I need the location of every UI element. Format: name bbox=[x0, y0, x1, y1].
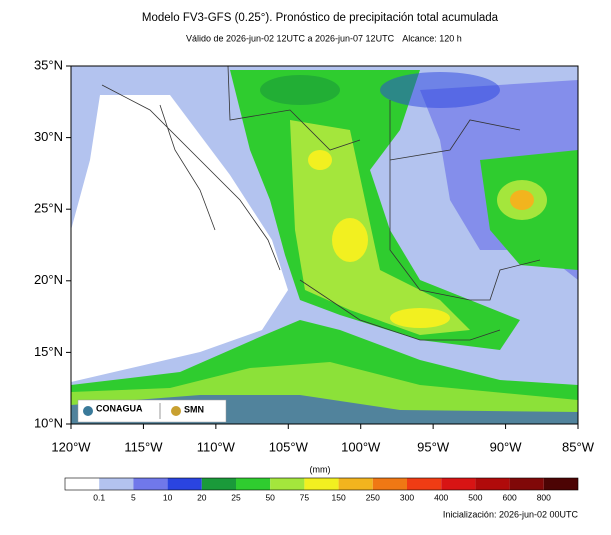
lat-label: 15°N bbox=[34, 344, 63, 359]
colorbar-label: 50 bbox=[265, 492, 275, 502]
subtitle: Válido de 2026-jun-02 12UTC a 2026-jun-0… bbox=[186, 33, 395, 43]
heavy-rain bbox=[510, 190, 534, 210]
title: Modelo FV3-GFS (0.25°). Pronóstico de pr… bbox=[142, 12, 499, 24]
lon-label: 120°W bbox=[51, 439, 91, 454]
colorbar-label: 10 bbox=[163, 492, 173, 502]
logo-icon bbox=[171, 406, 181, 416]
logo-text: SMN bbox=[184, 404, 204, 414]
lon-label: 110°W bbox=[197, 439, 236, 454]
color-swatch bbox=[372, 478, 407, 490]
logo-box: CONAGUA SMN bbox=[77, 399, 227, 423]
lat-label: 30°N bbox=[34, 129, 63, 144]
color-swatch bbox=[441, 478, 476, 490]
lon-label: 90°W bbox=[490, 439, 523, 454]
coastline bbox=[101, 66, 541, 341]
color-swatch bbox=[270, 478, 305, 490]
color-swatch bbox=[509, 478, 544, 490]
color-swatch bbox=[133, 478, 168, 490]
initialization: Inicialización: 2026-jun-02 00UTC bbox=[443, 509, 579, 519]
colorbar-label: 150 bbox=[332, 492, 346, 502]
colorbar-label: 300 bbox=[400, 492, 414, 502]
colorbar-label: 25 bbox=[231, 492, 241, 502]
color-swatch bbox=[475, 478, 510, 490]
colorbar-label: 500 bbox=[468, 492, 482, 502]
logo-icon bbox=[83, 406, 93, 416]
lon-label: 100°W bbox=[341, 439, 381, 454]
precip-field bbox=[71, 66, 578, 424]
color-swatch bbox=[338, 478, 373, 490]
colorbar-label: 800 bbox=[537, 492, 551, 502]
color-swatch bbox=[201, 478, 236, 490]
heavy-rain bbox=[332, 218, 368, 262]
dry-region bbox=[71, 95, 288, 382]
lon-label: 115°W bbox=[124, 439, 163, 454]
colorbar-label: 250 bbox=[366, 492, 380, 502]
forecast-range: Alcance: 120 h bbox=[402, 33, 462, 43]
colorbar-label: 75 bbox=[300, 492, 310, 502]
lon-label: 105°W bbox=[269, 439, 309, 454]
map-frame bbox=[70, 65, 579, 425]
land-rain bbox=[380, 72, 500, 108]
heavy-rain bbox=[308, 150, 332, 170]
logo-background bbox=[77, 399, 227, 423]
colorbar-label: 20 bbox=[197, 492, 207, 502]
lon-label: 95°W bbox=[417, 439, 450, 454]
color-swatch bbox=[304, 478, 339, 490]
lat-label: 10°N bbox=[34, 415, 63, 430]
axes: 35°N 30°N 25°N 20°N 15°N 10°N 120°W 115°W 110°W 1… bbox=[34, 57, 595, 454]
lat-label: 20°N bbox=[34, 272, 63, 287]
land-rain bbox=[290, 120, 470, 335]
color-swatch bbox=[167, 478, 202, 490]
colorbar-label: 5 bbox=[131, 492, 136, 502]
color-swatch bbox=[236, 478, 271, 490]
colorbar-unit: (mm) bbox=[310, 464, 331, 474]
colorbar-label: 0.1 bbox=[93, 492, 105, 502]
color-swatch bbox=[543, 478, 578, 490]
lon-label: 85°W bbox=[562, 439, 595, 454]
colorbar-frame bbox=[64, 477, 579, 491]
logo-text: CONAGUA bbox=[96, 403, 143, 413]
color-swatch bbox=[99, 478, 134, 490]
lat-label: 35°N bbox=[34, 57, 63, 72]
land-rain bbox=[260, 75, 340, 105]
color-swatch bbox=[407, 478, 442, 490]
colorbar-label: 600 bbox=[503, 492, 517, 502]
colorbar-label: 400 bbox=[434, 492, 448, 502]
lat-label: 25°N bbox=[34, 201, 63, 216]
heavy-rain bbox=[390, 308, 450, 328]
colorbar: 0.1 5 10 20 25 50 75 150 250 300 400 500 600 800 bbox=[64, 477, 579, 502]
color-swatch bbox=[65, 478, 100, 490]
